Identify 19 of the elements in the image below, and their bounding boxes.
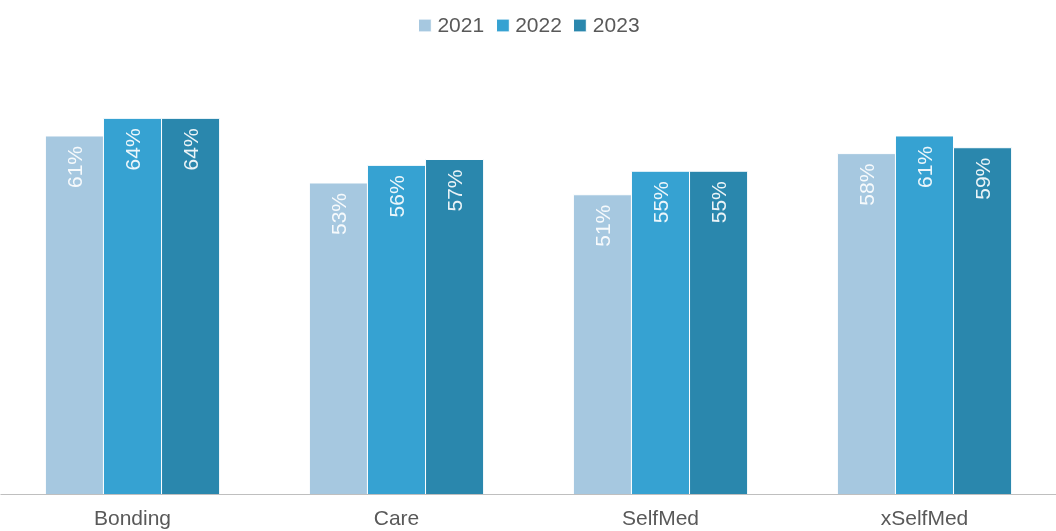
data-label: 64% bbox=[121, 128, 144, 171]
data-label: 64% bbox=[179, 128, 203, 171]
data-label: 59% bbox=[971, 157, 995, 200]
data-label: 53% bbox=[326, 193, 350, 236]
legend-label: 2022 bbox=[515, 13, 562, 37]
data-label: 56% bbox=[385, 175, 408, 218]
x-tick-label: Bonding bbox=[93, 505, 172, 529]
x-tick-label: Care bbox=[373, 505, 420, 529]
data-label: 55% bbox=[649, 181, 672, 224]
data-label: 55% bbox=[707, 181, 731, 224]
data-label: 61% bbox=[913, 145, 936, 189]
data-label: 57% bbox=[443, 169, 467, 212]
legend-label: 2021 bbox=[437, 13, 485, 37]
x-tick-label: SelfMed bbox=[621, 505, 700, 529]
legend-label: 2023 bbox=[592, 13, 640, 37]
data-label: 51% bbox=[590, 204, 614, 247]
data-label: 58% bbox=[854, 163, 878, 206]
x-tick-label: xSelfMed bbox=[880, 505, 969, 529]
data-label: 61% bbox=[62, 145, 86, 189]
